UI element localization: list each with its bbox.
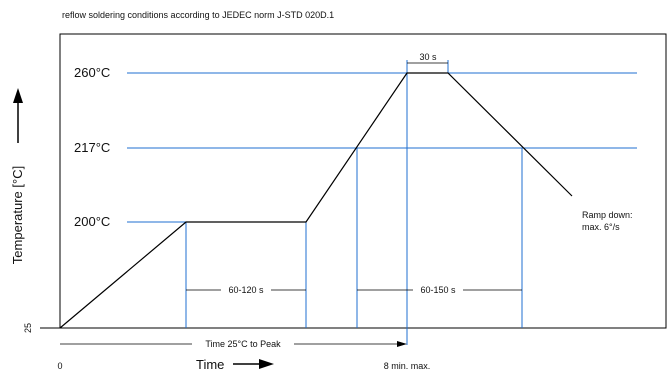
diagram-caption: reflow soldering conditions according to… <box>62 10 334 20</box>
ramp-down-label: Ramp down: <box>582 210 633 220</box>
x-end-label: 8 min. max. <box>384 361 431 371</box>
time-to-peak-label-bg <box>192 338 294 350</box>
x-axis-arrow-icon <box>259 359 274 369</box>
temp-label-217: 217°C <box>74 140 110 155</box>
time-to-peak-label: Time 25°C to Peak <box>205 339 281 349</box>
temp-label-200: 200°C <box>74 214 110 229</box>
peak-interval-label: 30 s <box>419 52 437 62</box>
y-axis-title: Temperature [°C] <box>10 166 25 264</box>
soak-interval-label: 60-120 s <box>228 285 264 295</box>
time-to-peak-arrow-icon <box>397 341 407 347</box>
liquidus-interval-label: 60-150 s <box>420 285 456 295</box>
temp-label-260: 260°C <box>74 65 110 80</box>
ramp-down-rate: max. 6°/s <box>582 222 620 232</box>
base-temp-label: 25 <box>23 323 33 333</box>
y-axis-arrow-icon <box>13 88 23 103</box>
reflow-profile-line <box>59 72 573 329</box>
peak-interval-label-bg <box>414 50 442 62</box>
liquidus-interval-label-bg <box>413 284 463 296</box>
x-origin-label: 0 <box>57 361 62 371</box>
soak-interval-label-bg <box>221 284 271 296</box>
x-axis-title: Time <box>196 357 224 372</box>
plot-frame <box>59 33 667 329</box>
